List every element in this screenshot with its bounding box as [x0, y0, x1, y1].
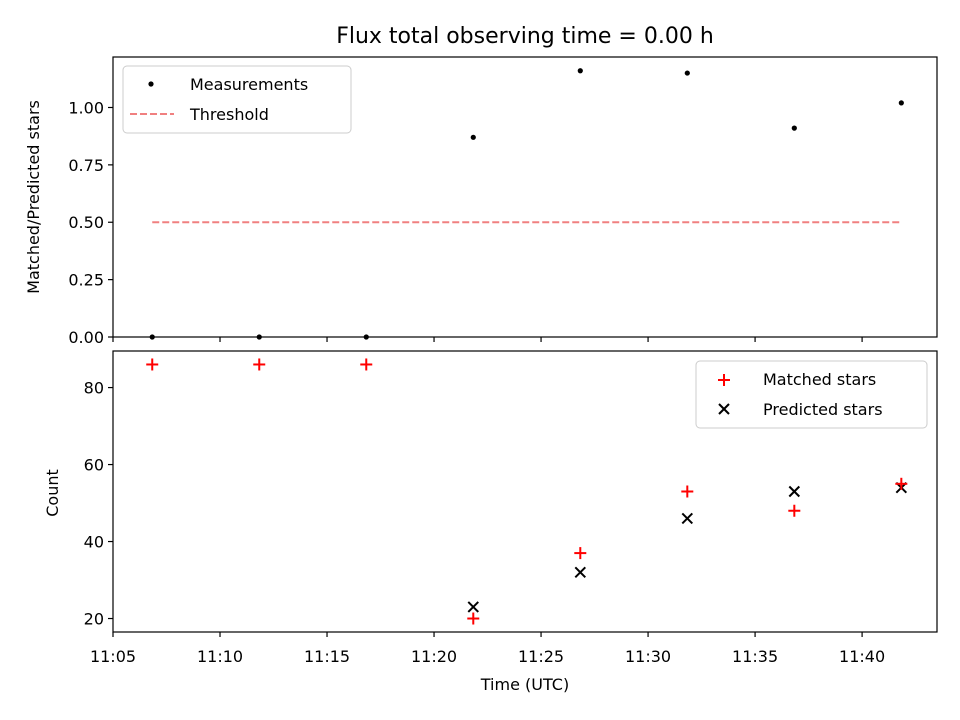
- top-y-tick-label: 0.25: [68, 271, 104, 290]
- bottom-y-tick-label: 80: [84, 379, 104, 398]
- legend-matched-marker: [718, 374, 730, 386]
- chart-title: Flux total observing time = 0.00 h: [336, 24, 714, 49]
- top-y-tick-label: 1.00: [68, 98, 104, 117]
- bottom-axes-frame: [112, 350, 938, 633]
- matched-stars-point: [253, 358, 266, 371]
- bottom-y-tick-label: 40: [84, 533, 104, 552]
- matched-stars-point: [681, 485, 694, 498]
- bottom-x-tick-label: 11:30: [625, 647, 671, 666]
- matched-stars-point: [788, 504, 801, 517]
- matched-stars-point: [895, 477, 908, 490]
- bottom-xlabel: Time (UTC): [480, 675, 569, 694]
- top-y-tick-label: 0.50: [68, 213, 104, 232]
- measurement-point: [684, 70, 690, 76]
- bottom-plot-marks: [146, 358, 908, 625]
- legend-threshold-label: Threshold: [189, 105, 269, 124]
- bottom-x-tick-label: 11:25: [518, 647, 564, 666]
- bottom-y-tick-label: 20: [84, 610, 104, 629]
- matched-stars-point: [574, 547, 587, 560]
- matched-stars-point: [146, 358, 159, 371]
- predicted-stars-point: [681, 512, 694, 525]
- top-x-ticks: [112, 337, 863, 342]
- top-axes-frame: [112, 56, 938, 338]
- bottom-axes: Count Time (UTC) 20 40 60 80 11:05 11:10 11:1…: [43, 350, 938, 694]
- matched-stars-point: [467, 612, 480, 625]
- bottom-ylabel: Count: [43, 469, 62, 517]
- bottom-x-ticks: 11:05 11:10 11:15 11:20 11:25 11:30 11:35 11:40: [90, 632, 885, 666]
- bottom-legend: Matched stars Predicted stars: [695, 360, 928, 429]
- top-legend-frame: [122, 65, 352, 134]
- measurement-point: [470, 134, 476, 140]
- measurement-point: [577, 68, 583, 74]
- predicted-stars-point: [467, 601, 479, 613]
- legend-predicted-label: Predicted stars: [763, 400, 883, 419]
- predicted-stars-point: [574, 566, 586, 579]
- bottom-x-tick-label: 11:40: [839, 647, 885, 666]
- bottom-x-tick-label: 11:10: [197, 647, 243, 666]
- measurement-point: [791, 125, 797, 131]
- top-axes: Flux total observing time = 0.00 h Match…: [24, 24, 938, 347]
- top-legend: Measurements Threshold: [122, 65, 352, 134]
- bottom-x-tick-label: 11:15: [304, 647, 350, 666]
- bottom-legend-frame: [695, 360, 928, 429]
- legend-predicted-marker: [718, 403, 730, 415]
- legend-measurements-marker: [148, 81, 154, 87]
- legend-matched-label: Matched stars: [763, 370, 876, 389]
- bottom-x-tick-label: 11:20: [411, 647, 457, 666]
- matched-stars-point: [360, 358, 373, 371]
- bottom-y-tick-label: 60: [84, 456, 104, 475]
- bottom-x-tick-label: 11:05: [90, 647, 136, 666]
- legend-measurements-label: Measurements: [190, 75, 308, 94]
- measurement-point: [898, 100, 904, 106]
- predicted-stars-point: [788, 485, 801, 498]
- top-ylabel: Matched/Predicted stars: [24, 100, 43, 294]
- top-y-tick-label: 0.75: [68, 156, 104, 175]
- top-y-tick-label: 0.00: [68, 328, 104, 347]
- bottom-y-ticks: 20 40 60 80: [84, 379, 113, 629]
- top-y-ticks: 0.00 0.25 0.50 0.75 1.00: [68, 98, 113, 347]
- bottom-x-tick-label: 11:35: [732, 647, 778, 666]
